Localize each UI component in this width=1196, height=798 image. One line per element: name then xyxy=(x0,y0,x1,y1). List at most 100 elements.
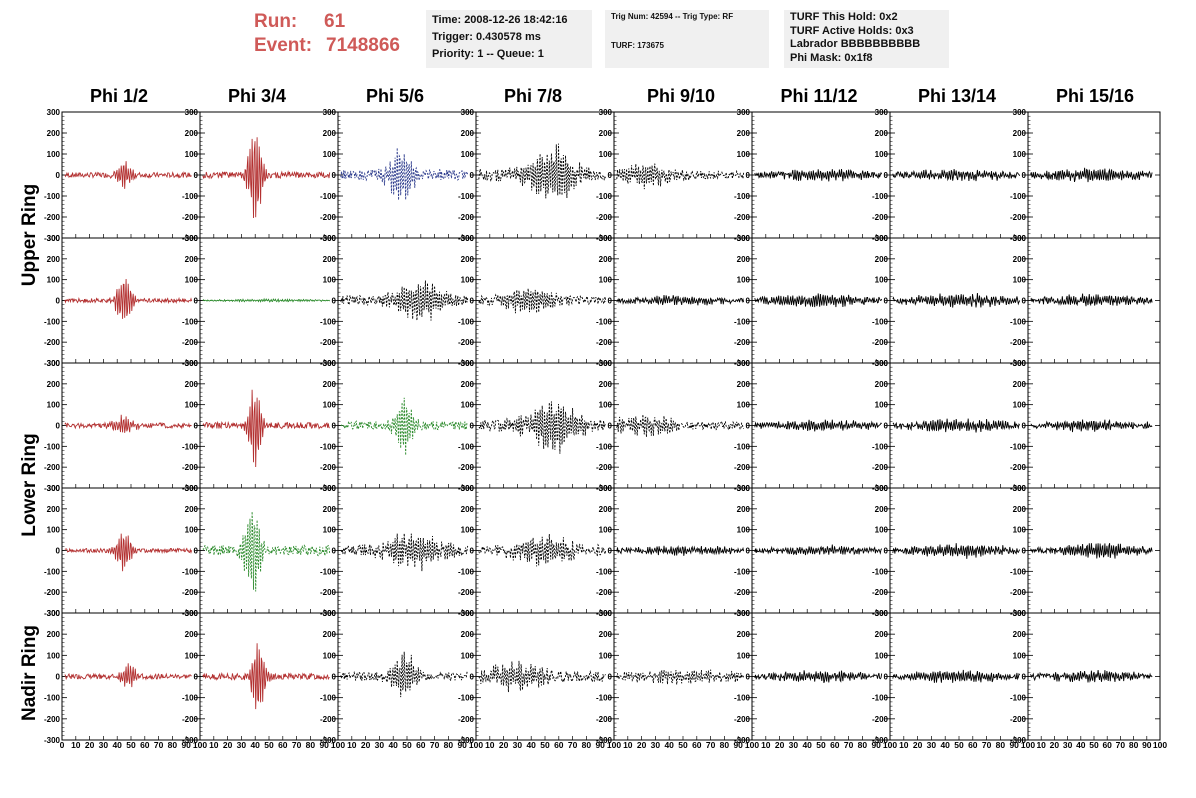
labrador-line: Labrador BBBBBBBBBB xyxy=(790,38,921,50)
xtick-label-c3-4: 50 xyxy=(540,740,550,750)
ytick-label-r3c0-3: 0 xyxy=(56,547,61,556)
time-line: Time: 2008-12-26 18:42:16 xyxy=(432,14,568,26)
ytick-label-r2c6-2: -100 xyxy=(872,442,889,451)
ytick-label-r3c4-4: 100 xyxy=(599,526,613,535)
run-value: 61 xyxy=(324,11,346,32)
ytick-label-r2c5-2: -100 xyxy=(734,442,751,451)
xtick-label-c3-1: 20 xyxy=(499,740,509,750)
ytick-label-r2c4-5: 200 xyxy=(599,380,613,389)
ytick-label-r1c5-4: 100 xyxy=(737,276,751,285)
ytick-label-r4c0-1: -200 xyxy=(44,715,61,724)
ytick-label-r2c2-1: -200 xyxy=(320,463,337,472)
turf-line: TURF: 173675 xyxy=(611,41,664,50)
xtick-label-c5-1: 20 xyxy=(775,740,785,750)
ytick-label-r0c6-1: -200 xyxy=(872,213,889,222)
waveform-r1c7 xyxy=(1030,293,1153,307)
waveform-r0c6 xyxy=(892,169,1021,182)
ytick-label-r3c1-5: 200 xyxy=(185,505,199,514)
ytick-label-r1c0-4: 100 xyxy=(47,276,61,285)
xtick-label-c4-7: 80 xyxy=(720,740,730,750)
ytick-label-r2c7-4: 100 xyxy=(1013,401,1027,410)
xtick-label-c6-5: 60 xyxy=(968,740,978,750)
ytick-label-r0c0-6: 300 xyxy=(47,108,61,117)
ytick-label-r3c2-2: -100 xyxy=(320,567,337,576)
ytick-label-r1c3-5: 200 xyxy=(461,255,475,264)
ytick-label-r0c5-5: 200 xyxy=(737,129,751,138)
xtick-label-c6-4: 50 xyxy=(954,740,964,750)
ytick-label-r4c7-0: -300 xyxy=(1010,736,1027,745)
xtick-label-c3-8: 90 xyxy=(595,740,605,750)
waveform-r0c4 xyxy=(616,163,745,190)
waveform-r1c0 xyxy=(64,278,193,319)
ytick-label-r4c5-5: 200 xyxy=(737,630,751,639)
xtick-label-c5-5: 60 xyxy=(830,740,840,750)
ytick-label-r3c7-3: 0 xyxy=(1022,547,1027,556)
ytick-label-r3c3-5: 200 xyxy=(461,505,475,514)
waveform-r3c1 xyxy=(202,511,331,592)
ytick-label-r2c3-6: 300 xyxy=(461,359,475,368)
ytick-label-r0c1-4: 100 xyxy=(185,150,199,159)
ytick-label-r1c7-1: -200 xyxy=(1010,338,1027,347)
ytick-label-r0c1-5: 200 xyxy=(185,129,199,138)
waveform-r2c0 xyxy=(64,414,192,433)
xtick-label-c1-0: 10 xyxy=(209,740,219,750)
waveform-r2c7 xyxy=(1030,419,1153,433)
ytick-label-r2c4-6: 300 xyxy=(599,359,613,368)
ytick-label-r0c4-2: -100 xyxy=(596,192,613,201)
ytick-label-r1c1-1: -200 xyxy=(182,338,199,347)
ytick-label-r0c4-5: 200 xyxy=(599,129,613,138)
ytick-label-r3c0-0: -300 xyxy=(44,609,61,618)
ytick-label-r4c4-0: -300 xyxy=(596,736,613,745)
ytick-label-r1c3-6: 300 xyxy=(461,234,475,243)
ytick-label-r3c6-6: 300 xyxy=(875,484,889,493)
ytick-label-r4c2-1: -200 xyxy=(320,715,337,724)
ytick-label-r1c4-5: 200 xyxy=(599,255,613,264)
xtick-label-c0-5: 50 xyxy=(126,740,136,750)
ytick-label-r3c6-4: 100 xyxy=(875,526,889,535)
ytick-label-r3c6-1: -200 xyxy=(872,588,889,597)
ytick-label-r2c0-0: -300 xyxy=(44,484,61,493)
xtick-label-c5-8: 90 xyxy=(871,740,881,750)
ytick-label-r4c1-1: -200 xyxy=(182,715,199,724)
ytick-label-r0c7-1: -200 xyxy=(1010,213,1027,222)
ytick-label-r0c0-1: -200 xyxy=(44,213,61,222)
ytick-label-r1c6-6: 300 xyxy=(875,234,889,243)
ytick-label-r1c4-1: -200 xyxy=(596,338,613,347)
ytick-label-r1c0-5: 200 xyxy=(47,255,61,264)
ytick-label-r0c2-1: -200 xyxy=(320,213,337,222)
xtick-label-c0-10: 100 xyxy=(193,740,207,750)
ytick-label-r0c4-1: -200 xyxy=(596,213,613,222)
xtick-label-c1-5: 60 xyxy=(278,740,288,750)
xtick-label-c2-9: 100 xyxy=(469,740,483,750)
ytick-label-r1c7-6: 300 xyxy=(1013,234,1027,243)
xtick-label-c6-1: 20 xyxy=(913,740,923,750)
ytick-label-r4c0-6: 300 xyxy=(47,609,61,618)
ytick-label-r1c3-1: -200 xyxy=(458,338,475,347)
ytick-label-r2c4-1: -200 xyxy=(596,463,613,472)
waveform-r1c1 xyxy=(202,297,331,303)
xtick-label-c2-4: 50 xyxy=(402,740,412,750)
ytick-label-r0c1-3: 0 xyxy=(194,171,199,180)
ytick-label-r4c7-5: 200 xyxy=(1013,630,1027,639)
column-header-phi-9-10: Phi 9/10 xyxy=(646,86,716,106)
ytick-label-r4c3-4: 100 xyxy=(461,651,475,660)
ytick-label-r3c4-6: 300 xyxy=(599,484,613,493)
waveform-r2c4 xyxy=(616,414,745,438)
ytick-label-r2c5-6: 300 xyxy=(737,359,751,368)
waveform-r0c2 xyxy=(340,147,469,201)
ytick-label-r0c7-6: 300 xyxy=(1013,108,1027,117)
ytick-label-r4c7-1: -200 xyxy=(1010,715,1027,724)
xtick-label-c4-4: 50 xyxy=(678,740,688,750)
ytick-label-r4c4-6: 300 xyxy=(599,609,613,618)
ytick-label-r1c0-0: -300 xyxy=(44,359,61,368)
ytick-label-r0c0-3: 0 xyxy=(56,171,61,180)
ytick-label-r4c7-2: -100 xyxy=(1010,694,1027,703)
ytick-label-r4c5-3: 0 xyxy=(746,673,751,682)
ytick-label-r4c7-6: 300 xyxy=(1013,609,1027,618)
waveform-r3c4 xyxy=(616,545,745,556)
event-value: 7148866 xyxy=(326,35,400,56)
column-header-phi-3-4: Phi 3/4 xyxy=(227,86,287,106)
ytick-label-r1c4-3: 0 xyxy=(608,297,613,306)
xtick-label-c1-8: 90 xyxy=(319,740,329,750)
ytick-label-r4c2-2: -100 xyxy=(320,694,337,703)
